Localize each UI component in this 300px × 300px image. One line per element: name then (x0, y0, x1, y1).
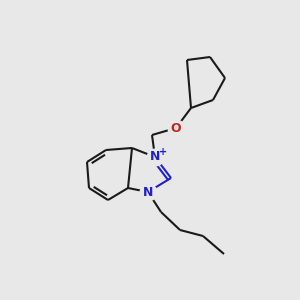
Text: N: N (150, 151, 160, 164)
Text: O: O (171, 122, 181, 134)
Text: +: + (159, 147, 167, 157)
Text: N: N (143, 185, 153, 199)
